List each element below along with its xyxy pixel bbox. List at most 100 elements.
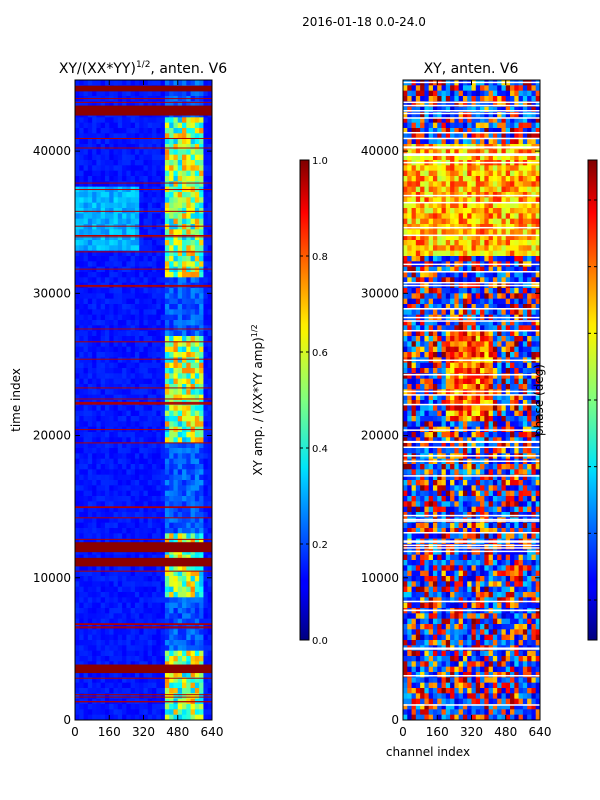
heatmap-cell bbox=[182, 442, 187, 449]
heatmap-cell bbox=[92, 314, 97, 321]
heatmap-cell bbox=[531, 186, 537, 193]
flagged-time-band bbox=[75, 85, 212, 92]
heatmap-cell bbox=[109, 229, 115, 236]
heatmap-cell bbox=[169, 277, 174, 284]
heatmap-cell bbox=[182, 709, 187, 716]
heatmap-cell bbox=[411, 240, 417, 246]
heatmap-cell bbox=[467, 250, 472, 257]
heatmap-cell bbox=[535, 176, 540, 182]
heatmap-cell bbox=[83, 650, 89, 657]
heatmap-cell bbox=[432, 154, 438, 161]
heatmap-cell bbox=[445, 112, 451, 118]
heatmap-cell bbox=[147, 656, 153, 662]
heatmap-cell bbox=[199, 325, 204, 332]
heatmap-cell bbox=[79, 528, 85, 534]
heatmap-cell bbox=[126, 352, 132, 358]
heatmap-cell bbox=[445, 106, 451, 113]
heatmap-cell bbox=[134, 80, 140, 86]
heatmap-cell bbox=[505, 208, 511, 214]
heatmap-cell bbox=[143, 373, 149, 380]
heatmap-cell bbox=[75, 144, 80, 150]
heatmap-cell bbox=[527, 138, 532, 145]
heatmap-cell bbox=[424, 90, 430, 97]
heatmap-cell bbox=[156, 181, 162, 188]
heatmap-cell bbox=[437, 122, 443, 129]
heatmap-cell bbox=[92, 101, 97, 108]
heatmap-cell bbox=[152, 682, 157, 689]
heatmap-cell bbox=[117, 485, 123, 492]
heatmap-cell bbox=[450, 112, 455, 118]
heatmap-cell bbox=[104, 650, 110, 657]
heatmap-cell bbox=[182, 682, 187, 689]
heatmap-cell bbox=[190, 522, 196, 529]
heatmap-cell bbox=[122, 682, 127, 689]
heatmap-cell bbox=[475, 149, 481, 156]
heatmap-cell bbox=[83, 128, 89, 134]
heatmap-cell bbox=[182, 432, 187, 438]
heatmap-cell bbox=[182, 565, 187, 572]
heatmap-cell bbox=[122, 90, 127, 97]
heatmap-cell bbox=[87, 512, 93, 518]
heatmap-cell bbox=[454, 154, 460, 161]
heatmap-cell bbox=[109, 144, 115, 150]
heatmap-cell bbox=[122, 149, 127, 156]
heatmap-cell bbox=[514, 176, 520, 182]
heatmap-cell bbox=[203, 288, 209, 294]
heatmap-cell bbox=[164, 149, 170, 156]
heatmap-cell bbox=[104, 512, 110, 518]
heatmap-cell bbox=[156, 352, 162, 358]
heatmap-cell bbox=[177, 437, 183, 444]
heatmap-cell bbox=[117, 688, 123, 694]
heatmap-cell bbox=[182, 629, 187, 636]
heatmap-cell bbox=[96, 128, 102, 134]
heatmap-cell bbox=[147, 165, 153, 172]
heatmap-cell bbox=[96, 672, 102, 678]
heatmap-cell bbox=[514, 181, 520, 188]
heatmap-cell bbox=[113, 629, 119, 636]
heatmap-cell bbox=[92, 704, 97, 710]
heatmap-cell bbox=[83, 272, 89, 278]
heatmap-cell bbox=[87, 458, 93, 465]
heatmap-cell bbox=[113, 384, 119, 390]
heatmap-cell bbox=[92, 565, 97, 572]
heatmap-cell bbox=[501, 202, 507, 209]
heatmap-cell bbox=[79, 485, 85, 492]
heatmap-cell bbox=[117, 341, 123, 348]
heatmap-cell bbox=[203, 581, 209, 588]
heatmap-cell bbox=[92, 453, 97, 460]
heatmap-cell bbox=[122, 469, 127, 476]
heatmap-cell bbox=[100, 176, 106, 182]
heatmap-cell bbox=[424, 186, 430, 193]
heatmap-cell bbox=[424, 240, 430, 246]
heatmap-cell bbox=[182, 288, 187, 294]
heatmap-cell bbox=[415, 106, 421, 113]
heatmap-cell bbox=[134, 528, 140, 534]
heatmap-cell bbox=[160, 586, 166, 593]
heatmap-cell bbox=[104, 128, 110, 134]
heatmap-cell bbox=[190, 656, 196, 662]
heatmap-cell bbox=[522, 170, 528, 177]
heatmap-cell bbox=[109, 693, 115, 700]
heatmap-cell bbox=[75, 133, 80, 140]
heatmap-cell bbox=[83, 533, 89, 540]
heatmap-cell bbox=[117, 272, 123, 278]
heatmap-cell bbox=[199, 421, 204, 428]
heatmap-cell bbox=[173, 362, 179, 369]
heatmap-cell bbox=[104, 309, 110, 316]
heatmap-cell bbox=[403, 186, 408, 193]
heatmap-cell bbox=[147, 240, 153, 246]
heatmap-cell bbox=[488, 112, 494, 118]
heatmap-cell bbox=[458, 117, 464, 124]
heatmap-cell bbox=[104, 464, 110, 470]
heatmap-cell bbox=[156, 618, 162, 625]
heatmap-cell bbox=[139, 80, 144, 86]
heatmap-cell bbox=[207, 709, 212, 716]
heatmap-cell bbox=[415, 122, 421, 129]
heatmap-cell bbox=[411, 208, 417, 214]
heatmap-cell bbox=[462, 170, 468, 177]
heatmap-cell bbox=[113, 672, 119, 678]
heatmap-cell bbox=[109, 240, 115, 246]
heatmap-cell bbox=[109, 234, 115, 241]
heatmap-cell bbox=[75, 330, 80, 337]
heatmap-cell bbox=[497, 181, 502, 188]
